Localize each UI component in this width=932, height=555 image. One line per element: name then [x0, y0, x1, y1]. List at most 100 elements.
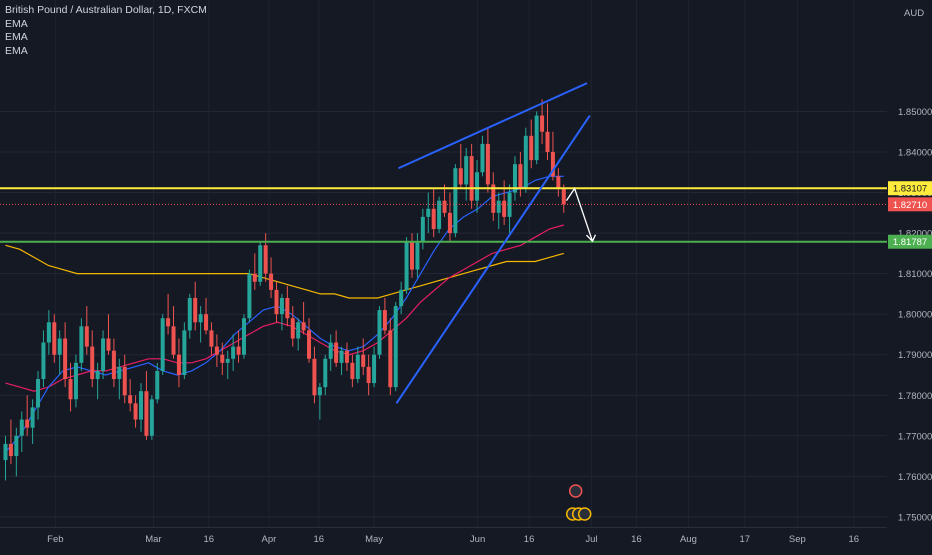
candle — [171, 306, 176, 359]
indicator-ema-2[interactable]: EMA — [5, 31, 28, 43]
candle-body — [442, 200, 447, 213]
price-label-support[interactable] — [888, 234, 932, 249]
candle-body — [561, 188, 566, 205]
candle — [328, 334, 333, 371]
candle — [68, 362, 73, 412]
time-tick-label: 16 — [203, 534, 214, 545]
candle — [279, 293, 284, 331]
candle-body — [550, 152, 555, 177]
chart-legend: British Pound / Australian Dollar, 1D, F… — [5, 4, 207, 58]
candle — [63, 322, 68, 388]
candle-body — [57, 338, 62, 355]
candle-body — [166, 318, 171, 327]
time-tick-label: 16 — [848, 534, 859, 545]
candle — [334, 330, 339, 367]
candle — [382, 297, 387, 335]
symbol-title[interactable]: British Pound / Australian Dollar, 1D, F… — [5, 4, 207, 16]
candle-body — [328, 342, 333, 359]
price-label-resistance[interactable] — [888, 181, 932, 196]
candle — [496, 192, 501, 230]
candle-body — [279, 297, 284, 315]
price-label-text-current: 1.82710 — [893, 200, 927, 211]
price-label-current[interactable] — [888, 197, 932, 212]
price-tick-label: 1.81000 — [898, 269, 932, 280]
candle — [128, 379, 133, 412]
candle-body — [128, 395, 133, 404]
candle-body — [90, 346, 95, 380]
price-axis[interactable]: 1.850001.840001.830001.820001.810001.800… — [887, 0, 932, 550]
candle-body — [204, 314, 209, 331]
candle-body — [534, 115, 539, 161]
event-markers[interactable] — [565, 484, 592, 521]
candle-body — [209, 330, 214, 347]
candle-body — [274, 289, 279, 315]
candle — [225, 350, 230, 380]
candle-body — [187, 297, 192, 331]
candle — [437, 196, 442, 234]
indicator-ema-3[interactable]: EMA — [5, 44, 28, 57]
candle-body — [415, 241, 420, 270]
candle-body — [79, 326, 84, 363]
candle — [84, 306, 89, 355]
candle-body — [529, 135, 534, 161]
candle-body — [63, 338, 68, 380]
candle — [545, 103, 550, 161]
candle — [231, 334, 236, 371]
candle — [139, 383, 143, 432]
candle-body — [507, 192, 512, 217]
drawings — [0, 82, 887, 404]
event-marker-icon[interactable] — [577, 507, 592, 521]
candle-body — [231, 346, 236, 359]
candle-body — [426, 208, 431, 217]
candle-body — [307, 330, 312, 359]
candle — [30, 399, 35, 444]
candle-body — [36, 379, 41, 408]
event-marker-icon[interactable] — [568, 484, 583, 498]
candle-body — [366, 366, 371, 384]
candle — [25, 395, 30, 436]
candle-body — [491, 184, 496, 213]
candle — [90, 330, 95, 388]
candle-body — [111, 350, 116, 380]
candle-body — [236, 346, 241, 355]
candle-body — [263, 245, 268, 274]
candle — [95, 362, 100, 400]
candle — [469, 143, 474, 209]
candle — [453, 164, 458, 238]
candle — [187, 293, 192, 339]
candle-body — [377, 310, 382, 355]
candle — [79, 318, 84, 371]
candle-body — [485, 143, 490, 185]
channel-upper-trendline[interactable] — [398, 82, 588, 170]
candle — [285, 285, 290, 327]
projection-arrow[interactable] — [565, 187, 594, 242]
candle — [442, 184, 447, 217]
time-axis[interactable]: Feb Mar 16 Apr 16 May Jun 16 Jul 16 Aug 17 Sep 16 — [0, 527, 887, 546]
time-tick-label: May — [365, 534, 383, 545]
candle-body — [296, 322, 301, 339]
candle-body — [540, 115, 545, 132]
candle-body — [312, 358, 317, 396]
candle — [339, 346, 344, 375]
indicator-ema-1[interactable]: EMA — [5, 17, 28, 30]
candle — [198, 306, 203, 343]
candle — [269, 257, 274, 298]
candle-body — [19, 419, 24, 436]
candle — [117, 358, 122, 400]
candle-body — [393, 306, 398, 388]
candle-body — [149, 399, 154, 436]
candle-body — [496, 200, 501, 213]
time-tick-label: 16 — [313, 534, 324, 545]
ema-slow-line — [5, 244, 564, 299]
price-tick-label: 1.76000 — [898, 472, 932, 483]
candle-body — [160, 318, 165, 371]
candle — [447, 192, 452, 242]
candle — [41, 330, 46, 388]
channel-lower-trendline[interactable] — [395, 114, 591, 404]
price-tick-label: 1.85000 — [898, 107, 932, 118]
candle — [431, 188, 436, 238]
candle-body — [523, 135, 528, 189]
candle-body — [52, 322, 57, 355]
